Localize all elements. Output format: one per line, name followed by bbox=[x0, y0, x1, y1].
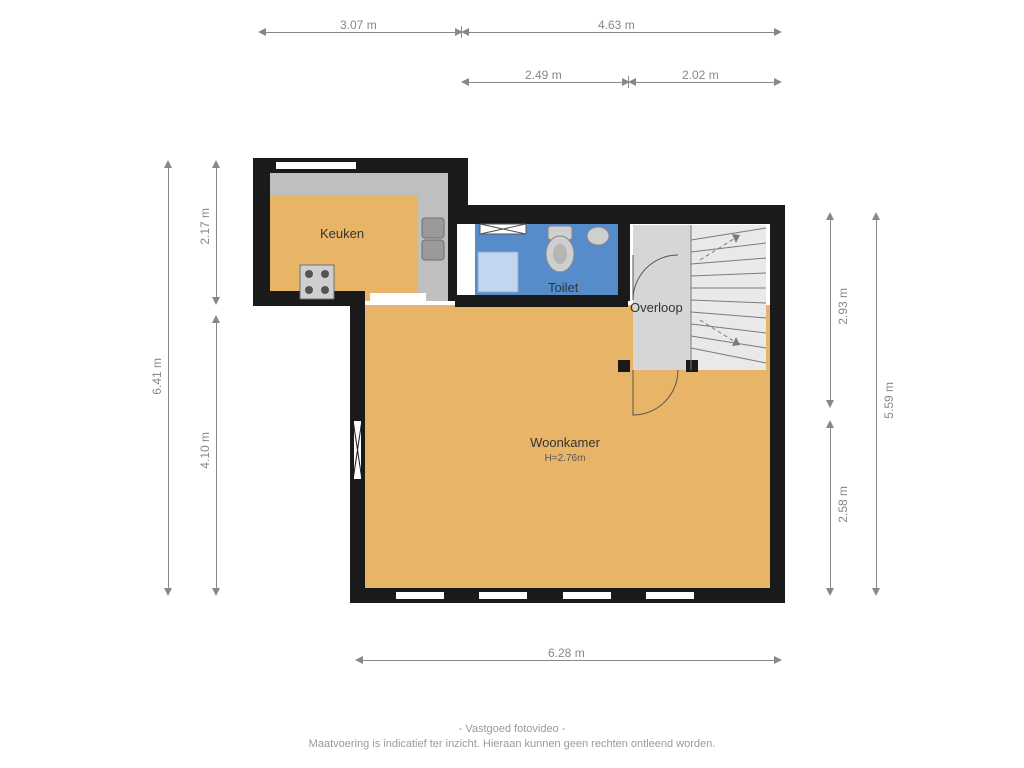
overloop-label: Overloop bbox=[630, 300, 683, 317]
dim-v-258-label: 2.58 m bbox=[836, 486, 850, 523]
dim-v-258 bbox=[830, 428, 831, 588]
keuken-label: Keuken bbox=[320, 226, 364, 243]
overloop-stairs bbox=[691, 225, 766, 370]
dim-v-559 bbox=[876, 220, 877, 588]
toilet-label: Toilet bbox=[548, 280, 578, 297]
dim-v-410 bbox=[216, 323, 217, 588]
dim-v-641 bbox=[168, 168, 169, 588]
dim-v-293 bbox=[830, 220, 831, 400]
dim-h-463-label: 4.63 m bbox=[598, 18, 635, 32]
dim-h-307 bbox=[266, 32, 455, 33]
footer-line2: Maatvoering is indicatief ter inzicht. H… bbox=[0, 738, 1024, 750]
dim-h-249 bbox=[469, 82, 622, 83]
dim-h-249-label: 2.49 m bbox=[525, 68, 562, 82]
overloop-floor bbox=[633, 225, 691, 370]
dim-v-410-label: 4.10 m bbox=[198, 432, 212, 469]
dim-v-293-label: 2.93 m bbox=[836, 288, 850, 325]
dim-v-641-label: 6.41 m bbox=[150, 358, 164, 395]
dim-v-559-label: 5.59 m bbox=[882, 382, 896, 419]
woonkamer-label: Woonkamer H=2.76m bbox=[500, 435, 630, 465]
dim-v-217-label: 2.17 m bbox=[198, 208, 212, 245]
dim-h-202 bbox=[636, 82, 774, 83]
dim-h-202-label: 2.02 m bbox=[682, 68, 719, 82]
window-kitchen bbox=[275, 161, 357, 170]
window-left bbox=[353, 420, 362, 480]
dim-v-217 bbox=[216, 168, 217, 297]
kitchen-opening bbox=[370, 293, 426, 304]
dim-h-463 bbox=[469, 32, 774, 33]
dim-h-628 bbox=[363, 660, 774, 661]
footer-line1: - Vastgoed fotovideo - bbox=[0, 723, 1024, 735]
dim-h-307-label: 3.07 m bbox=[340, 18, 377, 32]
dim-h-628-label: 6.28 m bbox=[548, 646, 585, 660]
